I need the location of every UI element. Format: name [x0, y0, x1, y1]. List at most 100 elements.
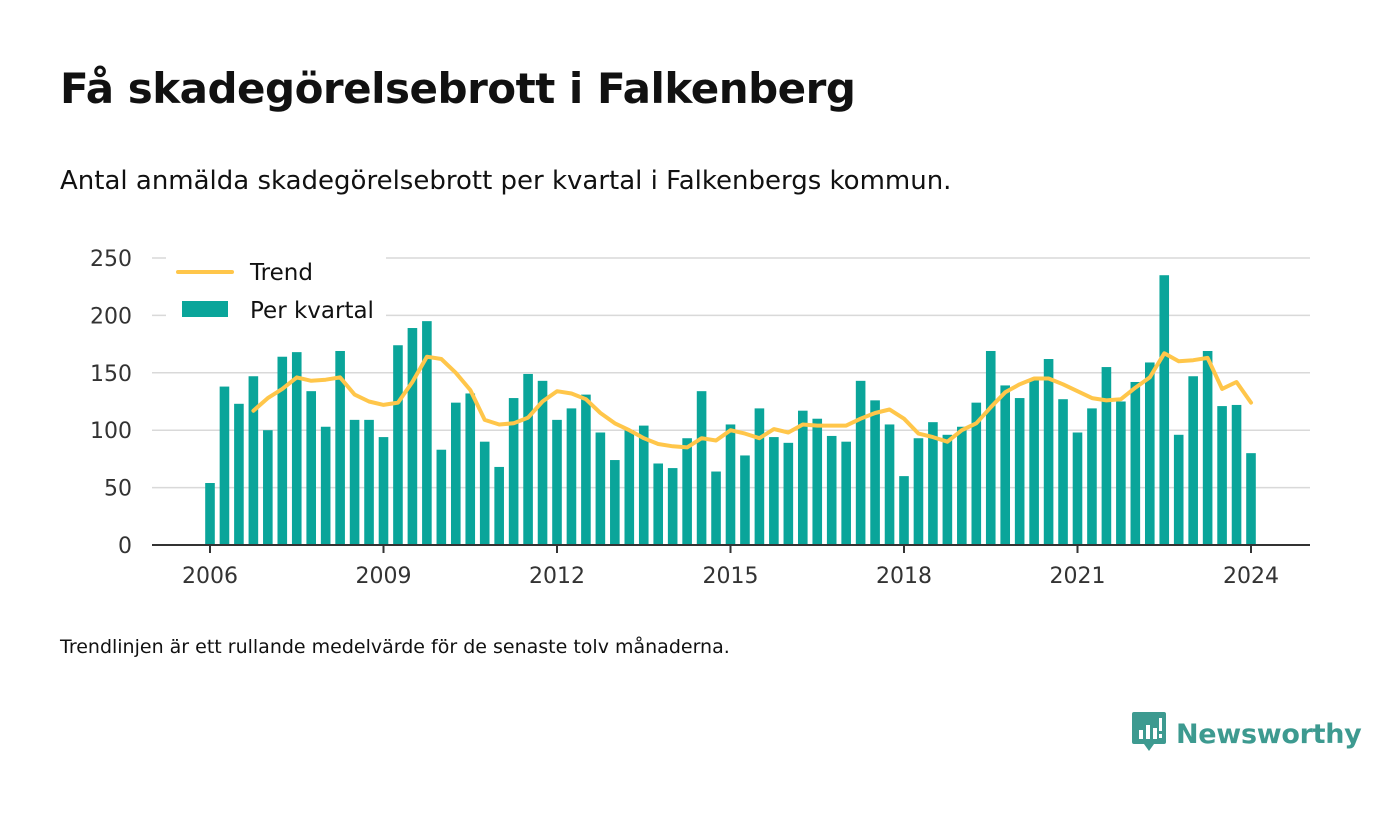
bar [494, 466, 504, 545]
bar [971, 402, 982, 545]
bar [711, 471, 721, 545]
bar [1043, 359, 1054, 545]
bar [985, 350, 996, 545]
legend-bar-swatch [182, 301, 228, 317]
bar [696, 391, 707, 545]
bar [422, 321, 432, 545]
bar [841, 441, 851, 545]
bar [364, 419, 374, 545]
bar [884, 424, 895, 545]
x-tick-label: 2006 [182, 564, 238, 589]
bar [263, 430, 273, 545]
bar [1173, 434, 1184, 545]
chart-subtitle: Antal anmälda skadegörelsebrott per kvar… [60, 166, 952, 196]
x-tick-label: 2015 [703, 564, 759, 589]
bar [465, 393, 476, 545]
bar [913, 438, 924, 545]
y-axis-ticks: 0 50 100 150 200 250 [90, 247, 132, 559]
brand-name: Newsworthy [1176, 718, 1362, 750]
bar [436, 449, 447, 545]
bar [783, 442, 794, 545]
trend-line [251, 351, 1253, 450]
bar [653, 463, 664, 545]
legend: Trend Per kvartal [166, 254, 386, 330]
brand-logo[interactable]: Newsworthy [1132, 712, 1362, 756]
bar [1000, 385, 1011, 545]
bar [335, 350, 345, 545]
x-tick-label: 2021 [1050, 564, 1106, 589]
bar [1144, 362, 1155, 545]
x-tick-label: 2012 [529, 564, 585, 589]
bar [320, 426, 331, 545]
bar [349, 419, 360, 545]
bar [378, 437, 389, 545]
bar [1072, 432, 1083, 545]
y-tick-label: 150 [90, 362, 132, 387]
bar [552, 419, 562, 545]
bar [205, 483, 215, 545]
bar [754, 408, 765, 545]
x-tick-label: 2024 [1223, 564, 1279, 589]
x-tick-label: 2009 [356, 564, 412, 589]
bar [638, 425, 649, 545]
y-tick-label: 200 [90, 304, 132, 329]
newsworthy-logo-icon [1132, 712, 1166, 756]
footnote: Trendlinjen är ett rullande medelvärde f… [60, 636, 730, 658]
quarterly-bar-chart: 0 50 100 150 200 250 2006 2009 2012 2015 2018 2021… [90, 247, 1310, 589]
bar [812, 418, 823, 545]
bar [870, 400, 880, 545]
bar [624, 430, 635, 545]
y-tick-label: 0 [118, 534, 132, 559]
bar [306, 391, 317, 545]
y-tick-label: 100 [90, 419, 132, 444]
bar [725, 424, 736, 545]
bar [1014, 398, 1025, 545]
bar [508, 398, 519, 545]
y-tick-label: 50 [104, 477, 132, 502]
bar [537, 380, 548, 545]
bar [957, 426, 967, 545]
bar [1116, 401, 1126, 545]
bar [248, 376, 259, 545]
bar [219, 386, 230, 545]
bar [740, 455, 750, 545]
bar [393, 345, 403, 545]
bar [407, 328, 418, 545]
bar [1130, 381, 1141, 545]
bar [234, 403, 244, 545]
bar [797, 410, 808, 545]
bar [277, 356, 288, 545]
legend-background [166, 254, 386, 330]
bar [667, 468, 678, 545]
bar [682, 438, 692, 545]
bar [826, 435, 837, 545]
chart-title: Få skadegörelsebrott i Falkenberg [60, 64, 856, 113]
bar [1217, 406, 1227, 545]
bar [855, 380, 866, 545]
bar [899, 476, 909, 545]
x-axis: 2006 2009 2012 2015 2018 2021 2024 [152, 544, 1310, 589]
bar [1188, 376, 1198, 545]
bar [523, 373, 533, 545]
bar [566, 408, 577, 545]
bar [291, 352, 302, 545]
bar [1087, 408, 1097, 545]
bar [1202, 350, 1213, 545]
bar [1101, 367, 1112, 545]
bar [942, 434, 953, 545]
bar [450, 402, 461, 545]
bar [581, 394, 591, 545]
bar [595, 432, 606, 545]
bars [205, 275, 1256, 545]
bar [479, 441, 490, 545]
x-tick-label: 2018 [876, 564, 932, 589]
bar [1231, 404, 1242, 545]
trend-line-group [251, 351, 1253, 450]
legend-bar-label: Per kvartal [250, 298, 374, 324]
bar [610, 460, 620, 545]
bar [1029, 378, 1039, 545]
y-tick-label: 250 [90, 247, 132, 272]
legend-trend-label: Trend [249, 260, 313, 286]
bar [1246, 453, 1256, 545]
bar [769, 437, 779, 545]
